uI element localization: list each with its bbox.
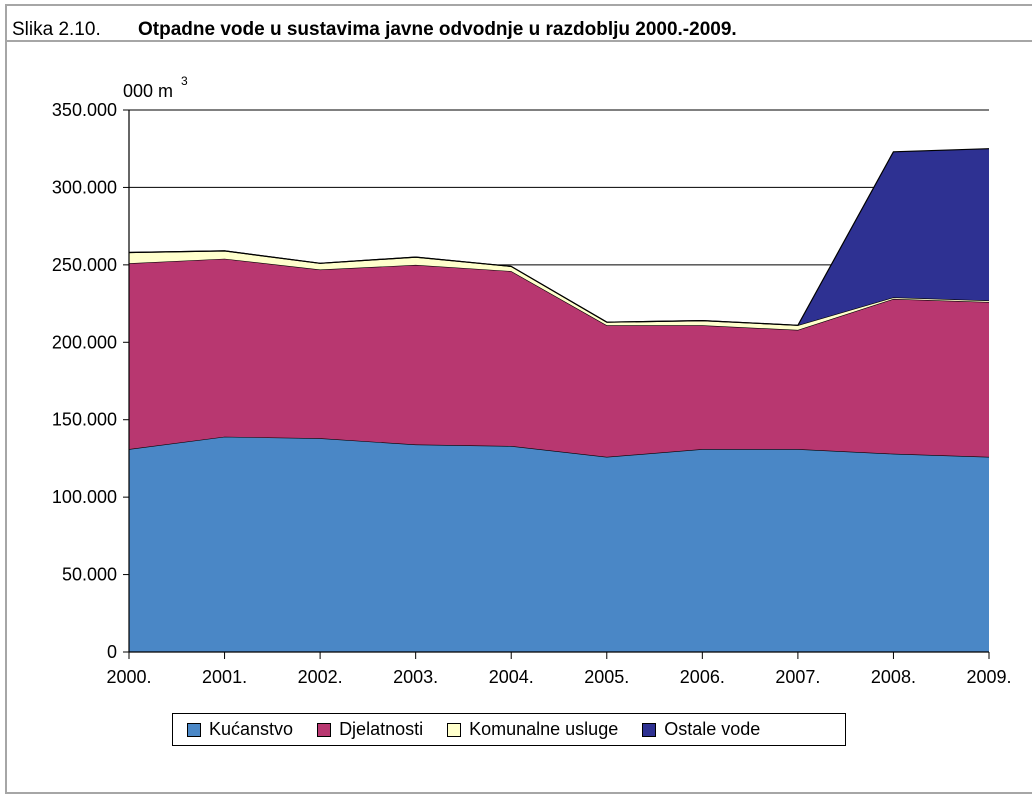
x-tick-label: 2007. [775,667,820,687]
legend-item: Ostale vode [642,719,760,740]
area-series-3 [129,148,989,326]
area-series-1 [129,258,989,457]
figure-number: Slika 2.10. [12,19,101,40]
chart-legend: Kućanstvo Djelatnosti Komunalne usluge Osta… [172,713,846,746]
series-outline-3 [128,148,990,326]
x-tick-label: 2001. [202,667,247,687]
y-tick-label: 200.000 [52,332,117,352]
legend-label: Komunalne usluge [469,719,619,739]
legend-swatch [642,722,657,737]
x-tick-label: 2000. [106,667,151,687]
y-tick-label: 350.000 [52,100,117,120]
legend-item: Komunalne usluge [447,719,618,740]
x-tick-label: 2002. [298,667,343,687]
legend-label: Djelatnosti [339,719,424,739]
legend-swatch [447,722,462,737]
legend-label: Kućanstvo [209,719,294,739]
unit-label: 000 m [123,81,173,101]
area-series-2 [129,250,989,330]
figure-title-bar [7,6,1032,42]
x-tick-label: 2003. [393,667,438,687]
legend-swatch [187,722,201,737]
x-tick-label: 2005. [584,667,629,687]
y-tick-label: 50.000 [62,565,117,585]
y-tick-label: 100.000 [52,487,117,507]
figure-title: Otpadne vode u sustavima javne odvodnje … [138,19,737,40]
y-tick-label: 0 [107,642,117,662]
x-tick-label: 2009. [966,667,1011,687]
y-tick-label: 300.000 [52,177,117,197]
x-tick-label: 2006. [680,667,725,687]
y-tick-label: 150.000 [52,410,117,430]
legend-item: Djelatnosti [317,719,423,740]
x-tick-label: 2008. [871,667,916,687]
unit-superscript: 3 [181,74,188,88]
legend-item: Kućanstvo [187,719,293,740]
y-tick-label: 250.000 [52,255,117,275]
legend-swatch [317,722,332,737]
x-tick-label: 2004. [489,667,534,687]
area-series-0 [129,436,989,652]
legend-label: Ostale vode [664,719,761,739]
